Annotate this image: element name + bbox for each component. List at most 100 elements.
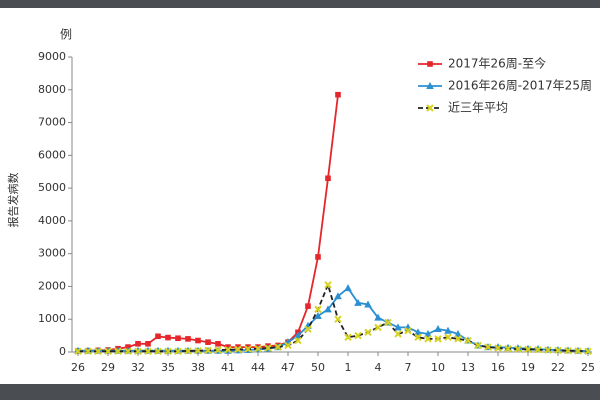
x-tick-label: 10 (431, 361, 445, 374)
point (294, 331, 302, 339)
point (284, 341, 292, 350)
point (224, 345, 232, 354)
point (294, 336, 302, 345)
series-line (78, 286, 589, 352)
point (374, 323, 382, 332)
point (444, 333, 452, 341)
point (514, 345, 522, 353)
point (374, 313, 382, 321)
point (155, 333, 161, 340)
point (464, 336, 472, 345)
point (114, 347, 122, 356)
y-tick-label: 8000 (38, 83, 66, 96)
x-tick-label: 16 (491, 361, 505, 374)
point (135, 341, 141, 347)
legend-label: 近三年平均 (448, 101, 508, 115)
x-tick-label: 19 (521, 361, 535, 374)
point (74, 347, 82, 356)
point (254, 345, 262, 353)
point (344, 284, 352, 292)
point (394, 330, 402, 338)
point (264, 344, 272, 352)
point (214, 346, 222, 354)
point (314, 311, 322, 319)
point (174, 347, 182, 356)
x-tick-label: 1 (345, 361, 352, 374)
point (354, 298, 362, 306)
x-tick-label: 4 (375, 361, 382, 374)
y-tick-label: 3000 (38, 247, 66, 260)
point (424, 335, 432, 343)
series-line (78, 282, 589, 353)
point (314, 305, 322, 314)
point (204, 346, 212, 355)
x-tick-label: 35 (161, 361, 175, 374)
point (484, 343, 492, 351)
point (184, 347, 192, 355)
x-tick-label: 44 (251, 361, 265, 374)
y-tick-label: 5000 (38, 181, 66, 194)
legend-marker (427, 61, 433, 67)
point (414, 333, 422, 341)
y-tick-label: 1000 (38, 312, 66, 325)
y-tick-label: 2000 (38, 279, 66, 292)
point (124, 347, 132, 356)
point (424, 329, 432, 337)
y-axis-label: 报告发病数 (6, 173, 20, 228)
point (104, 347, 112, 356)
bottom-bar (0, 384, 600, 400)
point (325, 175, 331, 182)
point (394, 323, 402, 331)
point (474, 341, 482, 350)
x-tick-label: 38 (191, 361, 205, 374)
legend-label: 2016年26周-2017年25周 (448, 79, 592, 93)
x-tick-label: 25 (581, 361, 595, 374)
point (544, 346, 552, 354)
point (494, 344, 502, 352)
point (185, 336, 191, 342)
point (434, 335, 442, 343)
point (354, 331, 362, 340)
point (324, 281, 332, 289)
x-tick-label: 29 (101, 361, 115, 374)
point (205, 339, 211, 345)
point (454, 329, 462, 337)
point (434, 325, 442, 333)
point (324, 305, 332, 313)
top-bar (0, 0, 600, 8)
y-unit: 例 (60, 28, 72, 42)
series-line (77, 94, 339, 352)
point (315, 254, 321, 260)
legend-marker (426, 82, 434, 89)
point (564, 346, 572, 355)
point (334, 315, 342, 323)
x-tick-label: 26 (71, 361, 85, 374)
y-tick-label: 7000 (38, 116, 66, 129)
point (154, 347, 162, 356)
x-tick-label: 50 (311, 361, 325, 374)
point (145, 341, 151, 347)
y-tick-label: 4000 (38, 214, 66, 227)
point (534, 345, 542, 354)
point (195, 337, 201, 344)
y-tick-label: 6000 (38, 148, 66, 161)
point (524, 345, 532, 354)
point (215, 341, 221, 347)
point (84, 347, 92, 356)
point (335, 91, 341, 98)
point (404, 326, 412, 335)
point (554, 346, 562, 355)
point (504, 345, 512, 353)
legend-marker (426, 104, 434, 112)
x-tick-label: 13 (461, 361, 475, 374)
y-tick-label: 0 (59, 345, 66, 358)
point (175, 335, 181, 342)
point (304, 325, 312, 333)
point (454, 335, 462, 343)
point (164, 347, 172, 356)
point (94, 347, 102, 356)
point (364, 328, 372, 337)
point (194, 346, 202, 355)
point (244, 345, 252, 353)
point (134, 347, 142, 356)
